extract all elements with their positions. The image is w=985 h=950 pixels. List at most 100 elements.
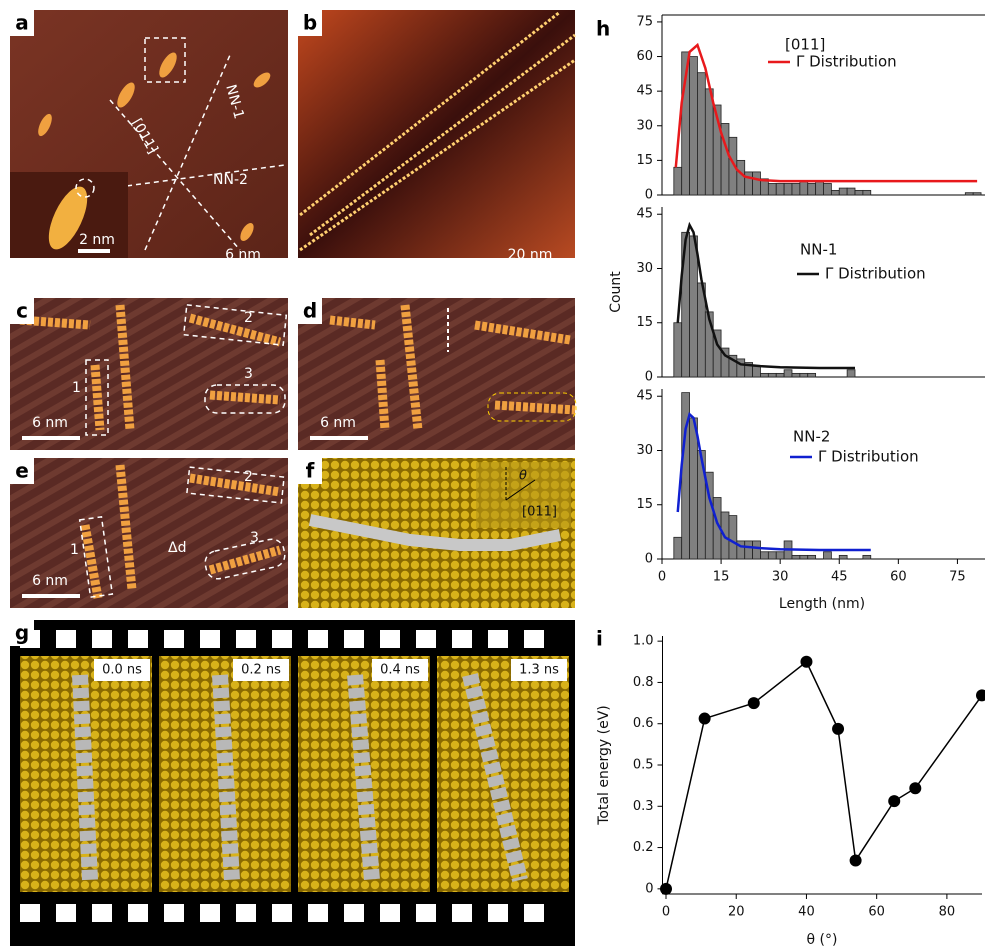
y-tick-label: 0.8 (633, 675, 654, 690)
bar (973, 193, 981, 195)
legend-label: Γ Distribution (825, 265, 926, 283)
direction-label: [011] (522, 505, 557, 520)
x-tick-label: 45 (831, 570, 848, 585)
x-tick-label: 0 (658, 570, 666, 585)
point (748, 697, 760, 709)
y-tick-label: 60 (636, 49, 653, 64)
x-axis-label: Length (nm) (779, 596, 865, 612)
panel-a: a NN-1 [011] NN-2 2 nm 6 nm (10, 10, 288, 267)
displacement-label: Δd (168, 540, 186, 556)
bar (697, 73, 705, 195)
angle-label: θ (519, 469, 527, 484)
bar (753, 172, 761, 195)
annotation: NN-1 (800, 241, 837, 259)
molecule-label: 3 (244, 366, 253, 382)
point (888, 795, 900, 807)
molecule-label: 2 (244, 469, 253, 485)
bar (824, 552, 832, 559)
legend-label: Γ Distribution (818, 448, 919, 466)
bar (776, 373, 784, 377)
time-label: 1.3 ns (519, 663, 559, 678)
panel-b: b 20 nm (298, 10, 575, 267)
y-tick-label: 0 (645, 881, 653, 896)
point (909, 782, 921, 794)
bar (792, 183, 800, 195)
bar (690, 418, 698, 559)
bar (831, 190, 839, 195)
panel-label: e (15, 459, 29, 483)
point (832, 723, 844, 735)
annotation: [011] (785, 36, 825, 54)
bar (847, 370, 855, 377)
bar (816, 181, 824, 195)
bar (784, 183, 792, 195)
panel-d: d 6 nm (298, 298, 576, 450)
y-tick-label: 0.5 (633, 758, 654, 773)
scale-label: 6 nm (320, 415, 356, 431)
y-tick-label: 0 (645, 552, 653, 567)
bar (729, 516, 737, 559)
y-tick-label: 1.0 (633, 634, 654, 649)
panel-label: d (303, 299, 317, 323)
bar (808, 183, 816, 195)
bar (800, 555, 808, 559)
bar (674, 167, 682, 195)
bar (753, 541, 761, 559)
bar (768, 552, 776, 559)
bar (760, 373, 768, 377)
molecule-label: 3 (250, 530, 259, 546)
y-tick-label: 45 (636, 207, 653, 222)
point (660, 883, 672, 895)
bar (792, 373, 800, 377)
bar (784, 370, 792, 377)
bar (674, 537, 682, 559)
bar (855, 190, 863, 195)
scale-label: 6 nm (32, 573, 68, 589)
point (800, 656, 812, 668)
y-tick-label: 45 (636, 389, 653, 404)
molecule-label: 1 (72, 380, 81, 396)
bar (800, 181, 808, 195)
panel-label: i (596, 627, 603, 651)
y-tick-label: 75 (636, 14, 653, 29)
y-tick-label: 0.3 (633, 799, 654, 814)
bar (776, 552, 784, 559)
time-label: 0.2 ns (241, 663, 281, 678)
bar (847, 188, 855, 195)
x-tick-label: 60 (868, 905, 885, 920)
y-tick-label: 0 (645, 188, 653, 203)
bar (824, 183, 832, 195)
x-tick-label: 40 (798, 905, 815, 920)
panel-label: c (16, 299, 28, 323)
panel-label: h (596, 17, 610, 41)
bar (745, 172, 753, 195)
scale-label: 6 nm (32, 415, 68, 431)
direction-label: NN-2 (213, 172, 248, 188)
annotation: NN-2 (793, 428, 830, 446)
bar (705, 89, 713, 195)
molecule-label: 1 (70, 542, 79, 558)
panel-label: f (306, 459, 315, 483)
y-tick-label: 45 (636, 84, 653, 99)
bar (745, 541, 753, 559)
bar (839, 555, 847, 559)
bar (863, 555, 871, 559)
bar (760, 552, 768, 559)
panel-label: a (15, 11, 29, 35)
bar (808, 555, 816, 559)
x-tick-label: 60 (890, 570, 907, 585)
x-tick-label: 30 (772, 570, 789, 585)
time-label: 0.0 ns (102, 663, 142, 678)
point (699, 713, 711, 725)
y-tick-label: 30 (636, 443, 653, 458)
x-tick-label: 20 (728, 905, 745, 920)
bar (808, 373, 816, 377)
bar (690, 57, 698, 195)
point (976, 689, 985, 701)
bar (753, 366, 761, 377)
line (666, 662, 982, 889)
y-tick-label: 0.2 (633, 840, 654, 855)
bar (690, 236, 698, 377)
time-label: 0.4 ns (380, 663, 420, 678)
panel-label: g (15, 621, 29, 645)
